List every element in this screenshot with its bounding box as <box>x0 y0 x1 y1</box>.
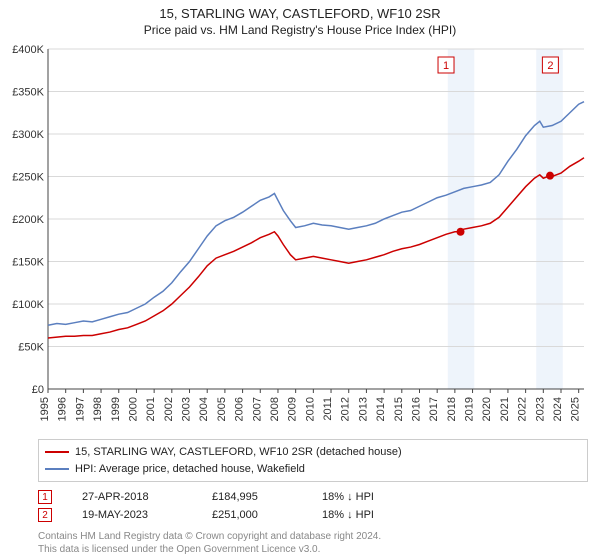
svg-text:2025: 2025 <box>570 397 582 421</box>
svg-text:£200K: £200K <box>12 214 44 226</box>
legend-swatch-hpi <box>45 468 69 470</box>
legend-row-subject: 15, STARLING WAY, CASTLEFORD, WF10 2SR (… <box>45 444 581 461</box>
svg-text:2005: 2005 <box>216 397 228 421</box>
svg-text:2007: 2007 <box>251 397 263 421</box>
svg-text:2001: 2001 <box>145 397 157 421</box>
svg-text:2021: 2021 <box>499 397 511 421</box>
svg-text:2012: 2012 <box>340 397 352 421</box>
footer-line2: This data is licensed under the Open Gov… <box>38 543 588 556</box>
svg-text:2024: 2024 <box>552 397 564 421</box>
svg-text:1: 1 <box>443 60 449 72</box>
svg-text:£350K: £350K <box>12 87 44 99</box>
svg-text:2006: 2006 <box>234 397 246 421</box>
svg-text:£0: £0 <box>32 384 44 396</box>
svg-text:£50K: £50K <box>18 342 44 354</box>
legend-box: 15, STARLING WAY, CASTLEFORD, WF10 2SR (… <box>38 439 588 482</box>
svg-text:2008: 2008 <box>269 397 281 421</box>
sale-price: £251,000 <box>212 509 292 521</box>
svg-text:2: 2 <box>547 60 553 72</box>
svg-text:2013: 2013 <box>357 397 369 421</box>
legend-label-subject: 15, STARLING WAY, CASTLEFORD, WF10 2SR (… <box>75 444 402 461</box>
sale-delta: 18% ↓ HPI <box>322 491 402 503</box>
legend-label-hpi: HPI: Average price, detached house, Wake… <box>75 461 305 478</box>
footer-line1: Contains HM Land Registry data © Crown c… <box>38 530 588 543</box>
svg-text:2011: 2011 <box>322 397 334 421</box>
svg-text:2020: 2020 <box>481 397 493 421</box>
svg-text:2003: 2003 <box>181 397 193 421</box>
svg-text:1998: 1998 <box>92 397 104 421</box>
svg-text:2019: 2019 <box>464 397 476 421</box>
line-chart: £0 £50K £100K £150K £200K £250K £300K £350K £400… <box>6 43 594 433</box>
svg-text:1995: 1995 <box>39 397 51 421</box>
sale-marker-2: 2 <box>38 508 52 522</box>
chart-header: 15, STARLING WAY, CASTLEFORD, WF10 2SR P… <box>0 0 600 39</box>
svg-text:£400K: £400K <box>12 44 44 56</box>
chart-container: £0 £50K £100K £150K £200K £250K £300K £350K £400… <box>6 43 594 433</box>
svg-text:2010: 2010 <box>304 397 316 421</box>
svg-text:2016: 2016 <box>410 397 422 421</box>
svg-text:1999: 1999 <box>110 397 122 421</box>
svg-text:£300K: £300K <box>12 129 44 141</box>
sale-delta: 18% ↓ HPI <box>322 509 402 521</box>
svg-text:2000: 2000 <box>127 397 139 421</box>
svg-text:2018: 2018 <box>446 397 458 421</box>
chart-title: 15, STARLING WAY, CASTLEFORD, WF10 2SR <box>0 6 600 21</box>
sale-marker-1: 1 <box>38 490 52 504</box>
svg-text:2023: 2023 <box>534 397 546 421</box>
svg-text:2014: 2014 <box>375 397 387 421</box>
svg-text:£150K: £150K <box>12 257 44 269</box>
chart-footer: Contains HM Land Registry data © Crown c… <box>38 530 588 556</box>
sale-date: 27-APR-2018 <box>82 491 182 503</box>
svg-text:£100K: £100K <box>12 299 44 311</box>
sales-row: 1 27-APR-2018 £184,995 18% ↓ HPI <box>38 488 588 506</box>
sales-row: 2 19-MAY-2023 £251,000 18% ↓ HPI <box>38 506 588 524</box>
svg-text:1996: 1996 <box>57 397 69 421</box>
sale-price: £184,995 <box>212 491 292 503</box>
svg-text:£250K: £250K <box>12 172 44 184</box>
sales-table: 1 27-APR-2018 £184,995 18% ↓ HPI 2 19-MAY-202… <box>38 488 588 524</box>
svg-text:2015: 2015 <box>393 397 405 421</box>
legend-row-hpi: HPI: Average price, detached house, Wake… <box>45 461 581 478</box>
svg-text:2004: 2004 <box>198 397 210 421</box>
legend-swatch-subject <box>45 451 69 453</box>
sale-date: 19-MAY-2023 <box>82 509 182 521</box>
chart-subtitle: Price paid vs. HM Land Registry's House … <box>0 23 600 37</box>
svg-text:2022: 2022 <box>517 397 529 421</box>
svg-text:2009: 2009 <box>287 397 299 421</box>
svg-text:2002: 2002 <box>163 397 175 421</box>
svg-text:2017: 2017 <box>428 397 440 421</box>
svg-text:1997: 1997 <box>74 397 86 421</box>
